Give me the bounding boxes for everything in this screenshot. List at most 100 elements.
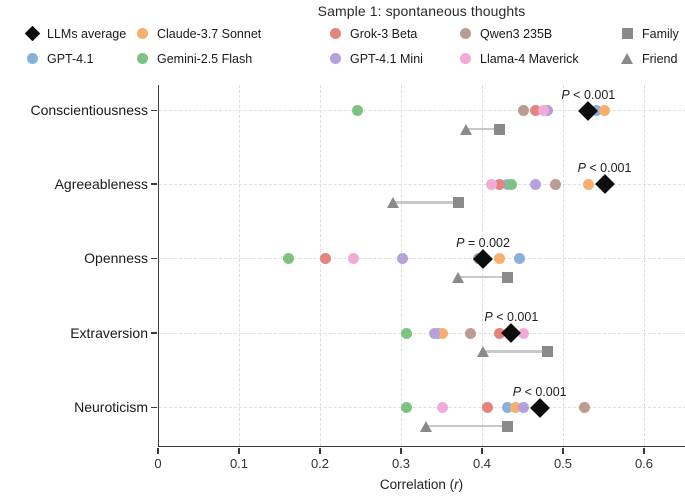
legend-marker-shape (621, 28, 633, 39)
data-point-diamond (529, 397, 550, 418)
axis-tick-y (151, 257, 157, 260)
axis-tick-label-x: 0.5 (553, 456, 573, 471)
legend-item: Gemini-2.5 Flash (134, 46, 252, 71)
legend-label: GPT-4.1 Mini (350, 51, 423, 66)
data-point-diamond (578, 100, 599, 121)
axis-tick-x (238, 447, 240, 454)
data-point-circle (505, 178, 517, 190)
data-point-circle (530, 178, 542, 190)
square-icon (619, 26, 635, 42)
gridline-vertical (644, 85, 645, 446)
legend-marker-shape (621, 53, 633, 64)
data-point-circle (400, 327, 412, 339)
gridline-horizontal (159, 332, 685, 334)
data-point-square (542, 346, 554, 357)
data-point-circle (437, 402, 448, 413)
category-label: Neuroticism (74, 399, 148, 415)
data-point-square (493, 123, 505, 135)
legend-label: Qwen3 235B (480, 26, 553, 41)
legend-label: Grok-3 Beta (350, 26, 418, 41)
data-point-circle (578, 402, 590, 413)
category-label: Extraversion (70, 324, 148, 341)
connector-line (393, 201, 459, 204)
data-point-square (501, 271, 513, 283)
data-point-circle (493, 327, 505, 339)
legend-marker-shape (329, 28, 341, 39)
p-value-label: P < 0.001 (561, 87, 616, 102)
data-point-circle (538, 105, 550, 116)
legend-item: LLMs average (24, 21, 126, 46)
legend-marker-shape (136, 53, 148, 64)
data-point-triangle (387, 197, 400, 208)
data-point-circle (481, 402, 493, 413)
legend-item: Friend (619, 46, 677, 71)
data-point-circle (501, 402, 513, 413)
gridline-horizontal (159, 110, 685, 111)
data-point-circle (396, 253, 408, 264)
legend-label: LLMs average (47, 26, 127, 41)
legend-marker-shape (136, 28, 148, 39)
circle-icon (327, 26, 343, 42)
data-point-circle (485, 178, 497, 190)
legend-marker-shape (459, 28, 471, 39)
axis-tick-label-x: 0.2 (310, 456, 330, 471)
p-value-label: P < 0.001 (577, 161, 632, 175)
axis-tick-x (481, 447, 483, 454)
axis-tick-label-x: 0.3 (391, 456, 411, 471)
axis-tick-x (157, 447, 159, 454)
p-value-label: P = 0.002 (456, 235, 510, 250)
axis-tick-x (400, 447, 402, 454)
data-point-triangle (452, 271, 465, 283)
gridline-horizontal (159, 407, 685, 408)
legend-item: GPT-4.1 (24, 46, 94, 71)
category-label: Conscientiousness (30, 102, 148, 118)
legend-label: Family (642, 26, 679, 41)
data-point-square (501, 420, 513, 432)
data-point-circle (599, 105, 610, 116)
data-point-circle (509, 402, 521, 413)
data-point-circle (530, 105, 542, 116)
gridline-vertical (320, 85, 321, 446)
legend-item: Grok-3 Beta (327, 21, 417, 46)
data-point-triangle (476, 346, 489, 357)
axis-tick-label-x: 0.6 (634, 456, 654, 471)
data-point-circle (582, 178, 594, 190)
legend: LLMs average GPT-4.1 Claude-3.7 Sonnet Gemi… (0, 21, 685, 73)
data-point-diamond (473, 248, 493, 269)
circle-icon (134, 26, 150, 42)
legend-item: Qwen3 235B (457, 21, 552, 46)
axis-tick-x (643, 447, 645, 454)
diamond-icon (24, 25, 40, 42)
axis-tick-y (151, 109, 157, 112)
data-point-circle (351, 105, 363, 116)
legend-item: GPT-4.1 Mini (327, 46, 423, 71)
legend-label: Friend (642, 51, 678, 66)
gridline-horizontal (159, 258, 685, 259)
category-label: Agreeableness (54, 175, 148, 192)
gridline-vertical (401, 85, 402, 446)
legend-label: Gemini-2.5 Flash (157, 51, 253, 66)
data-point-circle (437, 327, 448, 339)
connector-line (458, 275, 508, 279)
data-point-circle (347, 253, 359, 264)
data-point-circle (400, 402, 412, 413)
circle-icon (457, 51, 473, 67)
circle-icon (327, 51, 343, 67)
chart-title: Sample 1: spontaneous thoughts (317, 3, 526, 19)
legend-label: Llama-4 Maverick (480, 51, 579, 66)
axis-tick-label-x: 0.1 (229, 456, 249, 471)
triangle-icon (619, 51, 635, 67)
data-point-diamond (594, 174, 615, 194)
legend-marker-shape (24, 25, 40, 42)
x-axis-label: Correlation (r) (379, 477, 464, 492)
axis-tick-y (151, 183, 157, 185)
data-point-circle (465, 327, 477, 339)
legend-marker-shape (26, 53, 38, 64)
circle-icon (24, 51, 40, 67)
gridline-vertical (239, 85, 240, 446)
legend-marker-shape (459, 53, 471, 64)
axis-tick-label-x: 0 (154, 456, 162, 471)
connector-line (426, 424, 508, 428)
data-point-triangle (419, 420, 432, 432)
